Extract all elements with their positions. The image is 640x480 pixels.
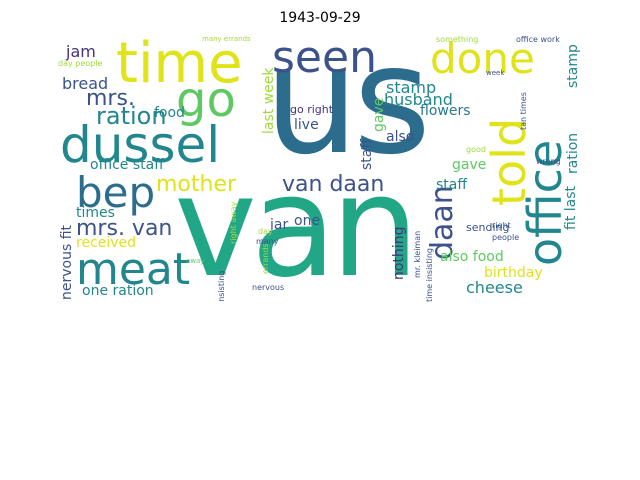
word-mr-kleiman: mr. kleiman xyxy=(413,230,422,278)
word-flowers: flowers xyxy=(420,103,471,119)
word-also-food: also food xyxy=(440,249,504,265)
word-go: go xyxy=(176,72,236,128)
word-dussel: dussel xyxy=(60,116,221,174)
word-received: received xyxy=(76,235,137,251)
word-staff-v: staff xyxy=(359,138,375,170)
word-bread: bread xyxy=(62,74,109,93)
word-time-insisting: time insisting xyxy=(425,248,434,302)
word-something: something xyxy=(436,35,479,44)
word-also: also xyxy=(386,129,415,145)
word-bep: bep xyxy=(76,168,156,217)
word-meat: meat xyxy=(76,244,191,295)
word-cheese: cheese xyxy=(466,278,523,297)
word-van-daan: van daan xyxy=(282,172,385,197)
word-errands: errands xyxy=(261,243,270,274)
word-one: one xyxy=(294,213,321,229)
word-jar: jar xyxy=(270,217,289,233)
word-live: live xyxy=(294,117,319,133)
word-time: time xyxy=(116,34,243,96)
word-day: day xyxy=(258,227,273,236)
word-us: us xyxy=(264,34,431,188)
word-birthday: birthday xyxy=(484,265,543,281)
word-go-right: go right xyxy=(290,103,334,116)
word-mrs: mrs. xyxy=(86,86,135,111)
word-gave-v: gave xyxy=(371,97,387,132)
word-food: food xyxy=(154,105,185,121)
word-nervous: nervous xyxy=(252,283,285,292)
word-good: good xyxy=(466,145,486,154)
word-ration-v: ration xyxy=(565,132,581,174)
word-nothing: nothing xyxy=(391,226,407,280)
word-many-errands: many errands xyxy=(202,35,251,43)
word-mrs-van: mrs. van xyxy=(76,216,173,241)
word-mother: mother xyxy=(156,172,237,197)
word-done: done xyxy=(430,34,535,83)
word-many: many xyxy=(256,237,279,246)
word-nervous-fit: nervous fit xyxy=(59,224,75,300)
word-fit-last: fit last xyxy=(563,185,579,230)
word-one-ration: one ration xyxy=(82,283,154,299)
word-week: week xyxy=(486,69,505,77)
word-away: away xyxy=(186,257,205,265)
word-stamp: stamp xyxy=(386,78,437,97)
word-gave: gave xyxy=(452,157,487,173)
word-tan-times: tan times xyxy=(519,92,528,130)
word-office-work: office work xyxy=(516,35,560,44)
word-stamp-v: stamp xyxy=(565,44,581,88)
word-insisting: insisting xyxy=(217,270,226,302)
word-last-week: last week xyxy=(261,67,277,135)
word-cloud: us van time seen done dussel go bep meat… xyxy=(56,34,584,302)
word-jam: jam xyxy=(66,42,96,61)
word-sending: sending xyxy=(466,221,510,234)
word-office-staff: office staff xyxy=(90,157,164,173)
word-right-away: right away xyxy=(229,201,238,244)
word-husband: husband xyxy=(384,90,453,109)
word-staff: staff xyxy=(436,177,468,193)
word-ration: ration xyxy=(96,102,167,130)
word-right: right xyxy=(492,221,511,230)
word-people: people xyxy=(492,233,520,242)
word-day-people: day people xyxy=(58,59,103,68)
word-wrong: wrong xyxy=(536,157,561,166)
chart-title: 1943-09-29 xyxy=(279,10,361,26)
word-van: van xyxy=(174,146,419,302)
word-seen: seen xyxy=(272,34,377,83)
word-times: times xyxy=(76,205,115,221)
